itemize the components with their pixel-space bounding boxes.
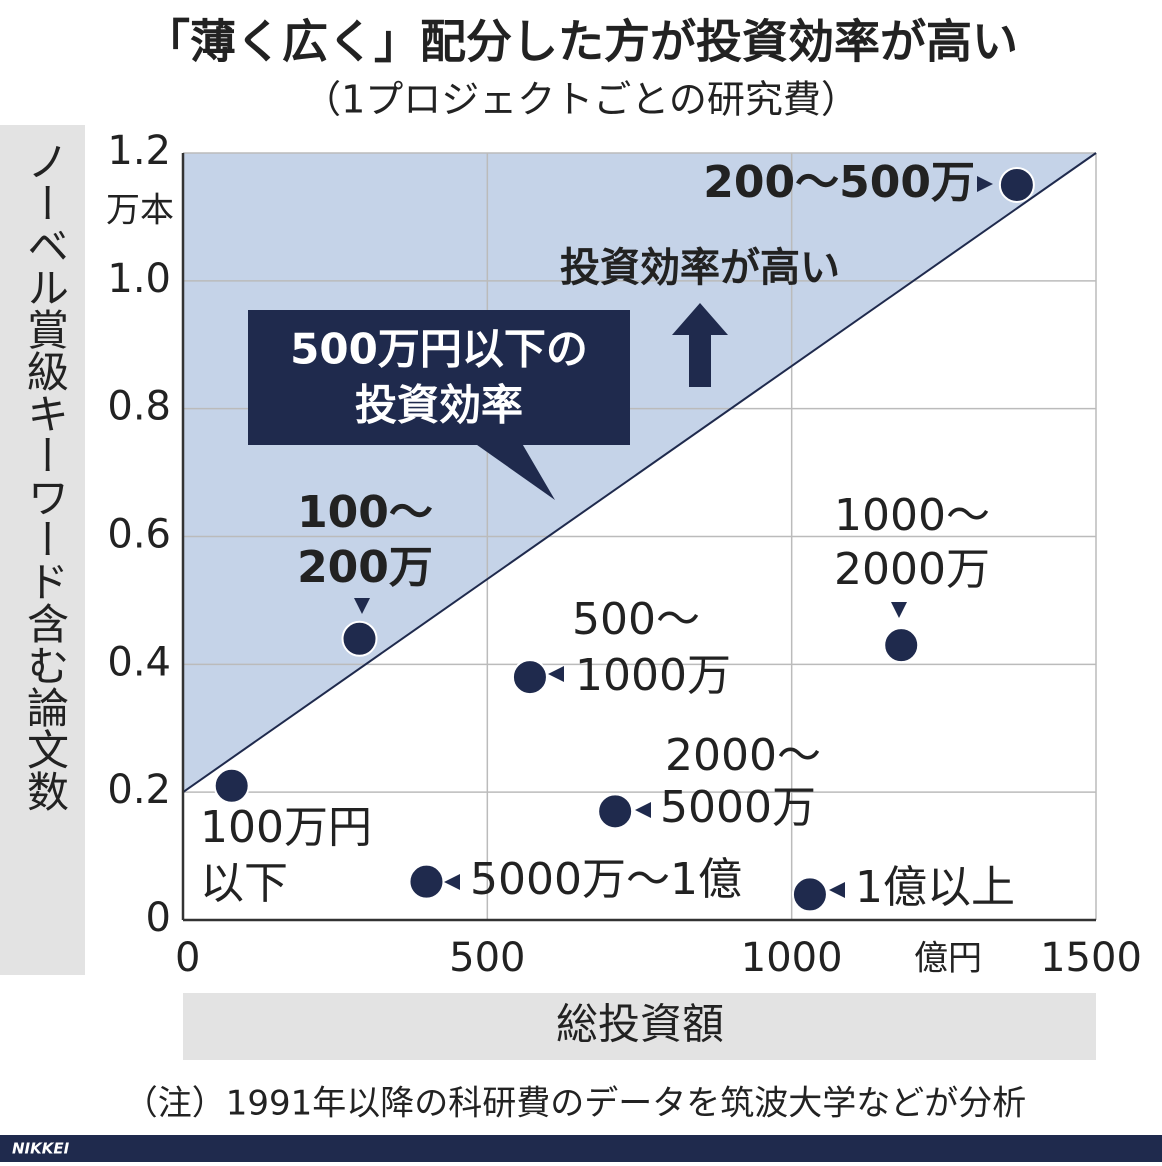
label-pointer bbox=[635, 802, 651, 818]
y-label-box bbox=[0, 125, 85, 975]
label-pointer bbox=[829, 882, 845, 898]
y-tick-label: 1.0 bbox=[107, 256, 171, 302]
y-axis-label: ノーベル賞級キーワード含む論文数 bbox=[21, 140, 70, 812]
chart-title: 「薄く広く」配分した方が投資効率が高い bbox=[144, 15, 1018, 69]
point-label: 2000万 bbox=[834, 544, 990, 595]
label-pointer bbox=[977, 176, 993, 192]
x-tick-label: 500 bbox=[449, 935, 525, 981]
footer-logo: NIKKEI bbox=[12, 1140, 70, 1158]
point-label: 1000～ bbox=[834, 490, 990, 541]
reference-line bbox=[182, 152, 1097, 793]
point-label: 5000万 bbox=[660, 782, 816, 833]
point-label: 2000～ bbox=[665, 730, 821, 781]
point bbox=[341, 620, 378, 657]
callout-tail bbox=[470, 440, 555, 500]
point bbox=[883, 627, 920, 664]
label-pointer bbox=[354, 598, 370, 614]
y-unit: 万本 bbox=[106, 191, 174, 231]
point bbox=[511, 659, 548, 696]
point bbox=[597, 793, 634, 830]
y-tick-label: 0.6 bbox=[107, 512, 171, 558]
callout-box bbox=[248, 310, 630, 445]
up-arrow bbox=[672, 303, 728, 387]
x-tick-label: 0 bbox=[175, 935, 200, 981]
point bbox=[791, 876, 828, 913]
x-tick-label: 1000 bbox=[741, 935, 843, 981]
point bbox=[998, 166, 1035, 203]
y-tick-label: 0 bbox=[146, 895, 171, 941]
label-pointer bbox=[444, 874, 460, 890]
chart-subtitle: （1プロジェクトごとの研究費） bbox=[303, 78, 859, 122]
x-axis-label: 総投資額 bbox=[556, 1000, 724, 1049]
footer-bar bbox=[0, 1135, 1162, 1162]
point-label: 1000万 bbox=[575, 650, 731, 701]
point-label: 100～ bbox=[297, 487, 433, 538]
point-label: 100万円 bbox=[200, 802, 372, 853]
x-tick-label: 1500 bbox=[1040, 935, 1142, 981]
y-tick-label: 0.2 bbox=[107, 767, 171, 813]
callout-text: 500万円以下の bbox=[290, 325, 588, 374]
y-tick-label: 1.2 bbox=[107, 128, 171, 174]
y-tick-label: 0.8 bbox=[107, 384, 171, 430]
point-label: 200～500万 bbox=[703, 157, 975, 208]
label-pointer bbox=[548, 666, 564, 682]
label-pointer bbox=[891, 602, 907, 618]
point bbox=[213, 767, 250, 804]
point-label: 5000万～1億 bbox=[470, 854, 742, 905]
point-label: 500～ bbox=[572, 594, 700, 645]
point-label: 200万 bbox=[297, 542, 433, 593]
x-label-box bbox=[183, 993, 1096, 1060]
y-tick-label: 0.4 bbox=[107, 639, 171, 685]
point bbox=[408, 863, 445, 900]
point-label: 以下 bbox=[200, 858, 288, 909]
x-unit: 億円 bbox=[914, 939, 982, 979]
point-label: 1億以上 bbox=[855, 862, 1015, 913]
callout-text: 投資効率 bbox=[355, 381, 523, 430]
note: （注）1991年以降の科研費のデータを筑波大学などが分析 bbox=[124, 1084, 1027, 1124]
annotation: 投資効率が高い bbox=[560, 245, 840, 291]
